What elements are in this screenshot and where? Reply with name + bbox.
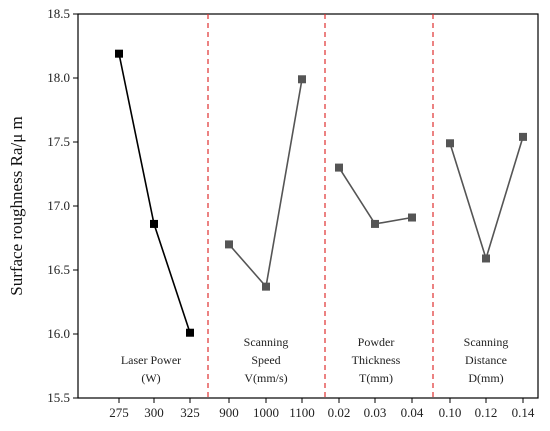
y-tick-label: 15.5 (47, 390, 70, 405)
y-tick-label: 17.5 (47, 134, 70, 149)
x-tick-label: 0.12 (475, 405, 498, 420)
x-tick-label: 325 (180, 405, 200, 420)
x-tick-label: 900 (219, 405, 239, 420)
y-axis-title: Surface roughness Ra/μ m (7, 116, 26, 296)
y-tick-label: 16.0 (47, 326, 70, 341)
x-tick-label: 300 (144, 405, 164, 420)
x-tick-label: 1000 (253, 405, 279, 420)
data-point (115, 49, 123, 58)
x-tick-label: 0.03 (364, 405, 387, 420)
data-point (519, 132, 527, 141)
series-line-4 (449, 136, 524, 262)
y-tick-label: 18.0 (47, 70, 70, 85)
factor-label: Speed (251, 353, 280, 367)
data-point (335, 163, 343, 172)
factor-label: T(mm) (359, 371, 393, 385)
x-tick-label: 0.10 (439, 405, 462, 420)
series-line-2 (228, 79, 303, 289)
data-point (225, 240, 233, 249)
data-point (408, 213, 416, 222)
data-point (482, 254, 490, 263)
x-tick-label: 0.04 (401, 405, 424, 420)
x-tick-label: 275 (109, 405, 129, 420)
factor-label: (W) (141, 371, 160, 385)
data-point (186, 328, 194, 337)
data-point (446, 139, 454, 148)
data-point (371, 219, 379, 228)
factor-label: Thickness (352, 353, 401, 367)
factor-label: Scanning (464, 335, 509, 349)
factor-label: D(mm) (468, 371, 503, 385)
x-tick-label: 0.02 (328, 405, 351, 420)
data-point (150, 219, 158, 228)
factor-label: Laser Power (121, 353, 181, 367)
data-point (298, 75, 306, 84)
factor-label: Distance (465, 353, 507, 367)
x-tick-label: 1100 (289, 405, 315, 420)
y-tick-label: 16.5 (47, 262, 70, 277)
series-line-3 (338, 167, 413, 225)
data-point (262, 282, 270, 291)
y-tick-label: 18.5 (47, 6, 70, 21)
plot-area: 15.5 16.0 16.5 17.0 17.5 18.0 18.5 275 300 325 Las… (47, 6, 539, 420)
series-line-1 (118, 53, 191, 333)
y-tick-label: 17.0 (47, 198, 70, 213)
x-tick-label: 0.14 (512, 405, 535, 420)
factor-label: Powder (358, 335, 395, 349)
factor-label: V(mm/s) (244, 371, 287, 385)
factor-label: Scanning (244, 335, 289, 349)
